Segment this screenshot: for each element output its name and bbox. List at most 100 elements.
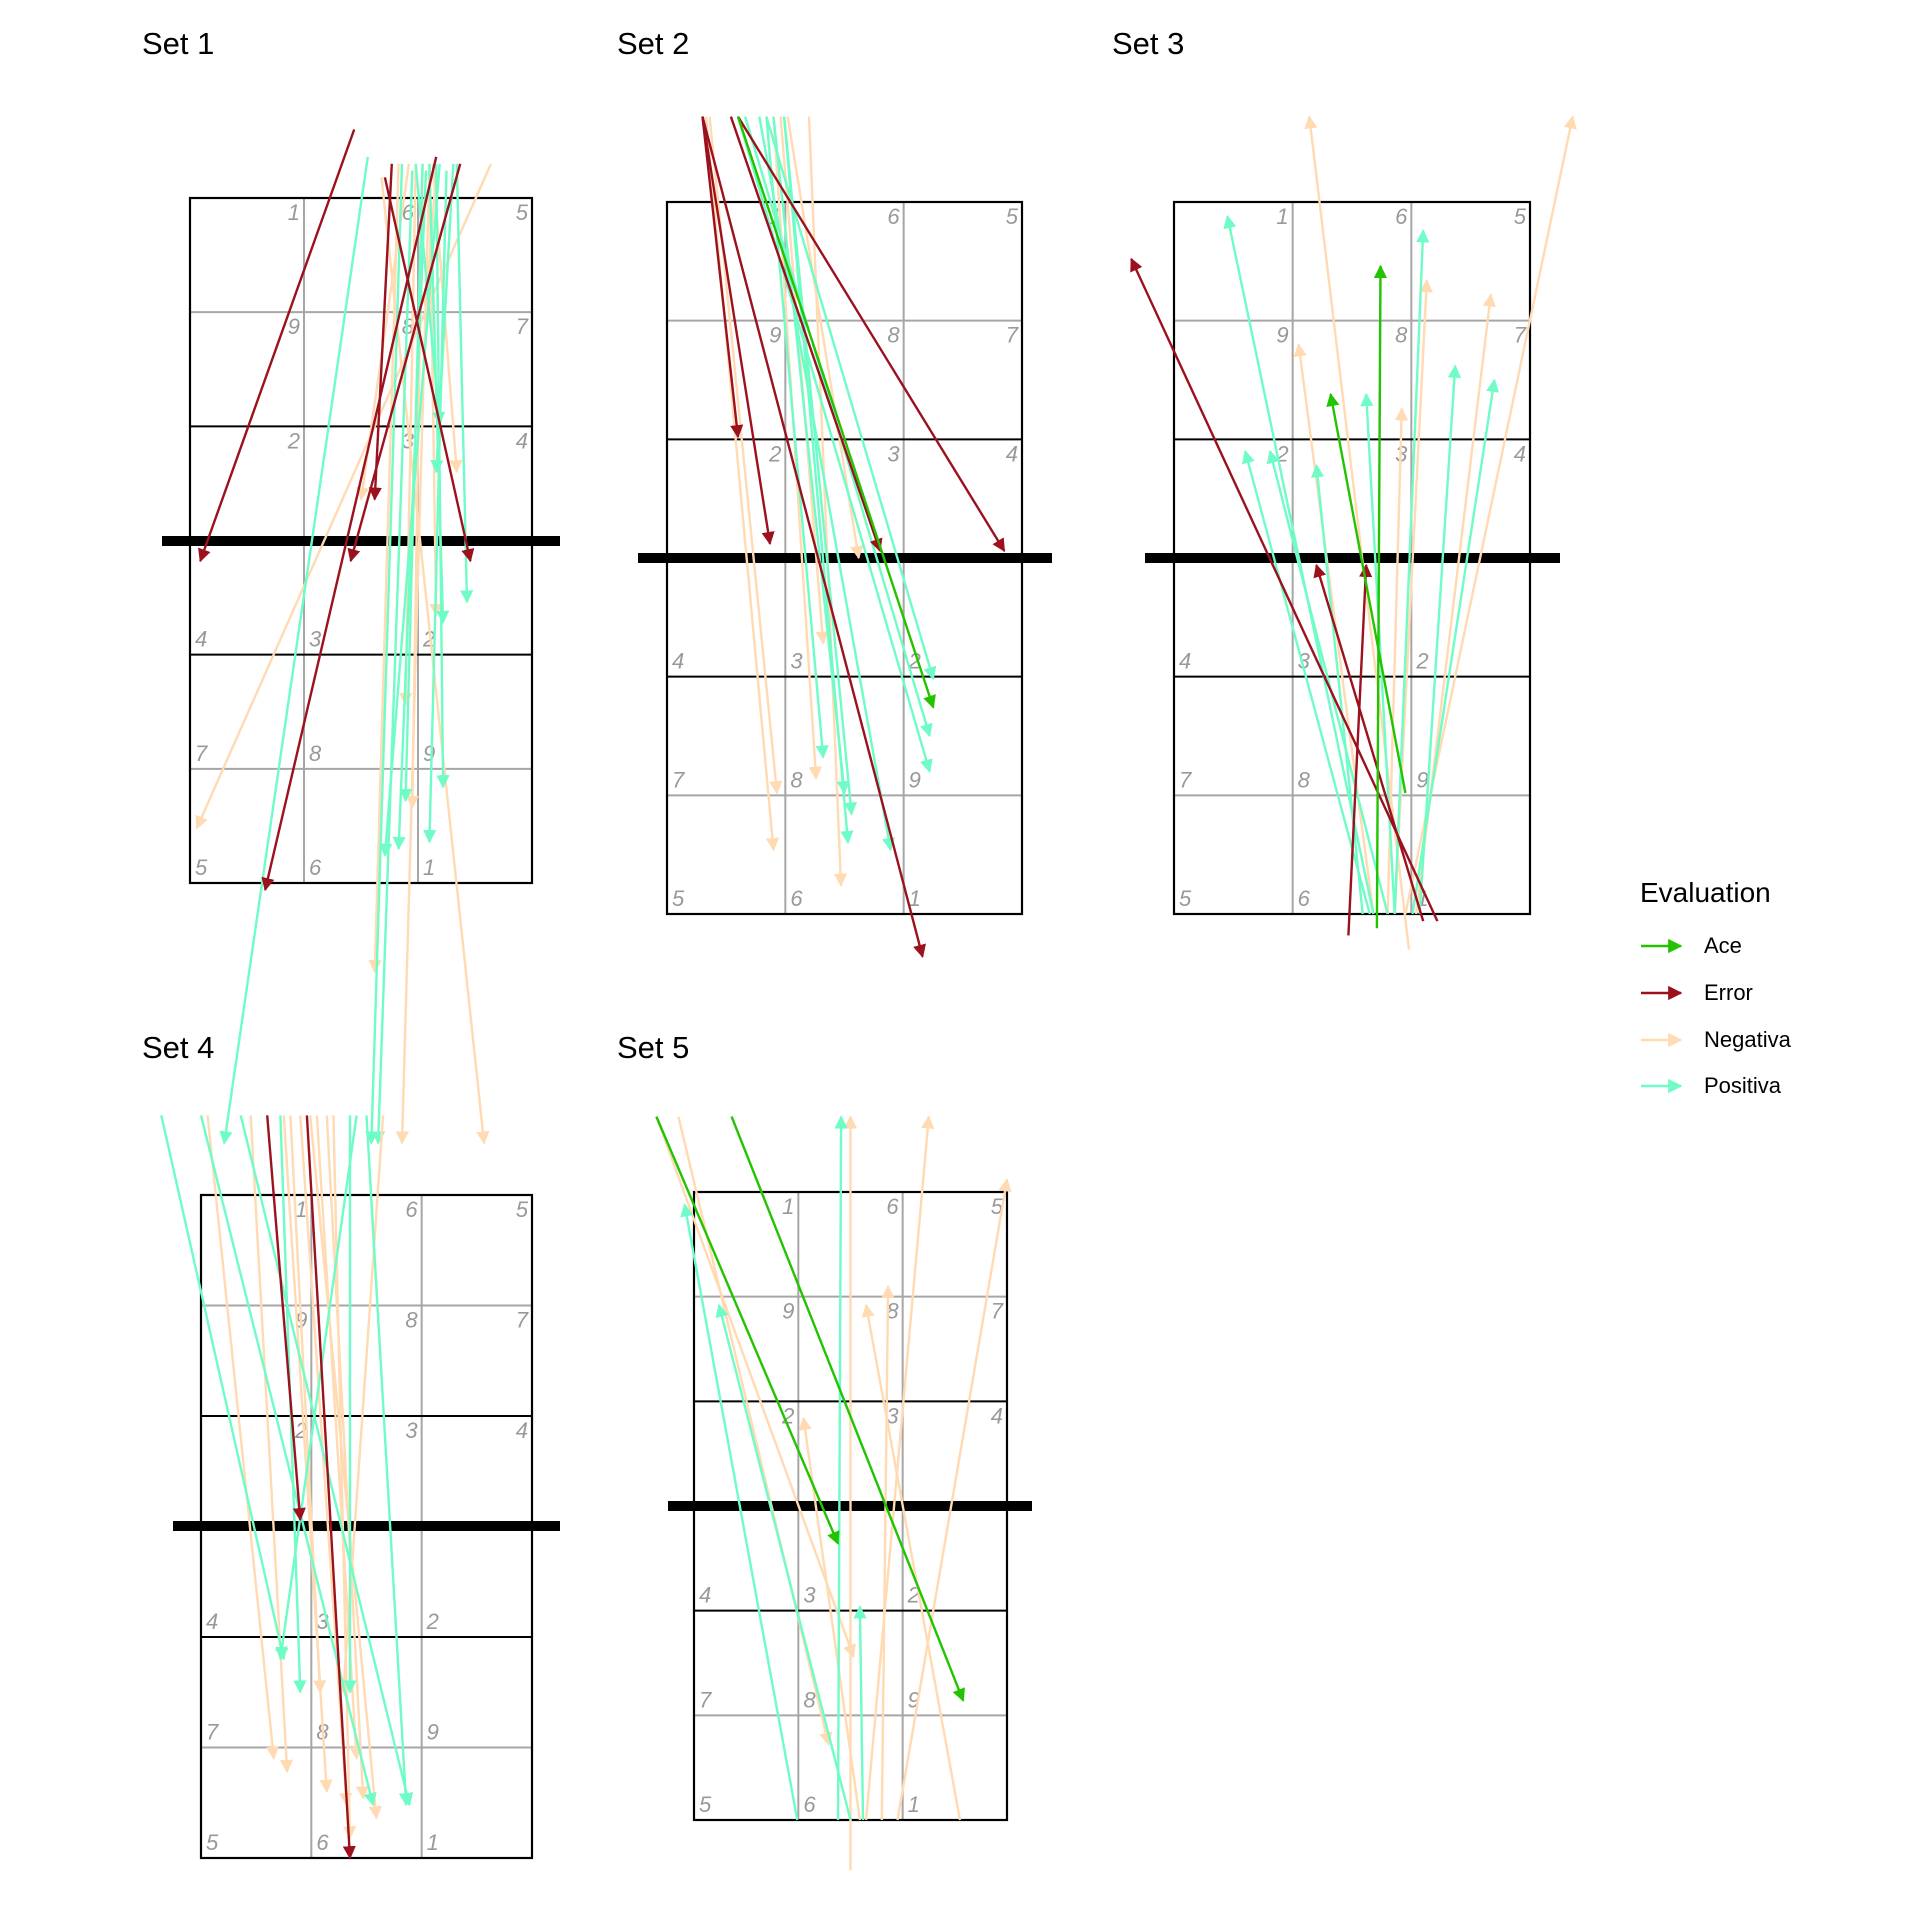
legend-label-error: Error — [1704, 980, 1753, 1005]
zone-label: 1 — [782, 1194, 794, 1219]
serve-arrow-negativa — [368, 163, 400, 974]
zone-label: 7 — [1514, 323, 1527, 348]
zone-label: 4 — [991, 1403, 1003, 1428]
zone-label: 9 — [782, 1299, 794, 1324]
zone-label: 9 — [769, 323, 781, 348]
zone-label: 8 — [803, 1687, 816, 1712]
serve-arrow-positiva — [782, 116, 858, 816]
serve-arrow-ace — [1326, 392, 1407, 794]
zone-label: 8 — [887, 323, 900, 348]
zone-label: 1 — [908, 1792, 920, 1817]
zone-label: 4 — [516, 428, 528, 453]
panel-title-set-5: Set 5 — [617, 1030, 689, 1065]
zone-label: 5 — [699, 1792, 712, 1817]
zone-label: 7 — [699, 1687, 712, 1712]
zone-label: 9 — [423, 741, 435, 766]
serve-arrow-positiva — [414, 163, 446, 426]
serve-arrow-positiva — [715, 1303, 852, 1821]
zone-label: 8 — [405, 1308, 418, 1333]
zone-label: 8 — [886, 1299, 899, 1324]
zone-label: 9 — [1276, 323, 1288, 348]
serve-arrow-negativa — [206, 1115, 280, 1760]
zone-label: 9 — [909, 767, 921, 792]
zone-label: 1 — [295, 1197, 307, 1222]
zone-label: 5 — [206, 1830, 219, 1855]
zone-label: 1 — [427, 1830, 439, 1855]
serve-arrow-negativa — [704, 116, 779, 852]
serve-arrow-error — [701, 116, 775, 546]
serve-arrow-positiva — [365, 1115, 413, 1807]
serve-arrow-negativa — [332, 1115, 357, 1840]
serve-arrow-positiva — [1411, 378, 1500, 915]
serve-arrow-positiva — [834, 1115, 848, 1821]
serve-arrow-negativa — [864, 1115, 935, 1821]
zone-label: 4 — [699, 1583, 711, 1608]
serve-arrow-negativa — [896, 1178, 1012, 1821]
zone-label: 6 — [1395, 204, 1408, 229]
zone-label: 3 — [803, 1583, 816, 1608]
serve-arrow-positiva — [239, 1115, 414, 1807]
zone-label: 8 — [1395, 323, 1408, 348]
zone-label: 4 — [206, 1609, 218, 1634]
zone-label: 2 — [426, 1609, 439, 1634]
serve-arrow-error — [729, 116, 883, 553]
zone-label: 2 — [1415, 649, 1428, 674]
zone-label: 3 — [309, 627, 322, 652]
zone-label: 7 — [991, 1299, 1004, 1324]
serve-arrow-positiva — [455, 163, 474, 604]
serve-arrow-positiva — [1311, 464, 1364, 915]
zone-label: 6 — [803, 1792, 816, 1817]
serve-arrow-positiva — [1393, 229, 1430, 915]
zone-label: 3 — [790, 649, 803, 674]
panel-title-set-4: Set 4 — [142, 1030, 214, 1065]
serve-arrow-positiva — [160, 1115, 288, 1661]
serve-arrow-error — [347, 163, 462, 563]
serve-arrow-negativa — [655, 1116, 856, 1658]
panel-title-set-2: Set 2 — [617, 26, 689, 61]
panel-title-set-3: Set 3 — [1112, 26, 1184, 61]
serve-arrow-error — [266, 1115, 306, 1522]
zone-label: 2 — [768, 441, 781, 466]
serve-arrow-ace — [655, 1116, 840, 1545]
serve-arrow-positiva — [736, 116, 933, 773]
zone-label: 5 — [516, 1197, 529, 1222]
zone-label: 7 — [1179, 767, 1192, 792]
zone-label: 5 — [672, 886, 685, 911]
serve-arrow-negativa — [325, 1115, 370, 1800]
serve-arrow-negativa — [380, 177, 490, 1145]
serve-arrow-error — [305, 1115, 356, 1860]
zone-label: 8 — [1298, 767, 1311, 792]
zone-label: 6 — [405, 1197, 418, 1222]
zone-label: 7 — [672, 767, 685, 792]
serve-arrow-ace — [736, 116, 936, 709]
legend: Evaluation Ace Error Negativa Positiva — [1640, 877, 1792, 1098]
zone-label: 4 — [1006, 441, 1018, 466]
serve-arrow-positiva — [371, 170, 414, 1145]
serve-arrow-negativa — [861, 1303, 962, 1821]
serve-arrow-negativa — [249, 1115, 294, 1774]
zone-label: 3 — [887, 441, 900, 466]
zone-label: 7 — [206, 1720, 219, 1745]
panels: 1 6 5 9 8 7 2 3 4 4 3 2 7 8 9 5 6 1 1 6 5 9 8 7 2 3 4 4 3 2 7 8 9 5 6 1 1 6 5 9… — [160, 115, 1577, 1871]
serve-arrow-error — [701, 116, 926, 958]
zone-label: 2 — [287, 428, 300, 453]
zone-label: 5 — [195, 855, 208, 880]
zone-label: 8 — [790, 767, 803, 792]
zone-label: 4 — [1514, 441, 1526, 466]
zone-label: 6 — [309, 855, 322, 880]
zone-label: 5 — [1179, 886, 1192, 911]
zone-label: 4 — [1179, 649, 1191, 674]
zone-label: 5 — [1006, 204, 1019, 229]
serve-arrow-positiva — [423, 170, 448, 844]
zone-label: 4 — [195, 627, 207, 652]
zone-label: 1 — [1276, 204, 1288, 229]
serve-arrow-positiva — [365, 163, 404, 1145]
zone-label: 1 — [423, 855, 435, 880]
zone-label: 2 — [908, 649, 921, 674]
serve-arrow-error — [198, 129, 356, 563]
serve-arrow-positiva — [758, 116, 896, 852]
